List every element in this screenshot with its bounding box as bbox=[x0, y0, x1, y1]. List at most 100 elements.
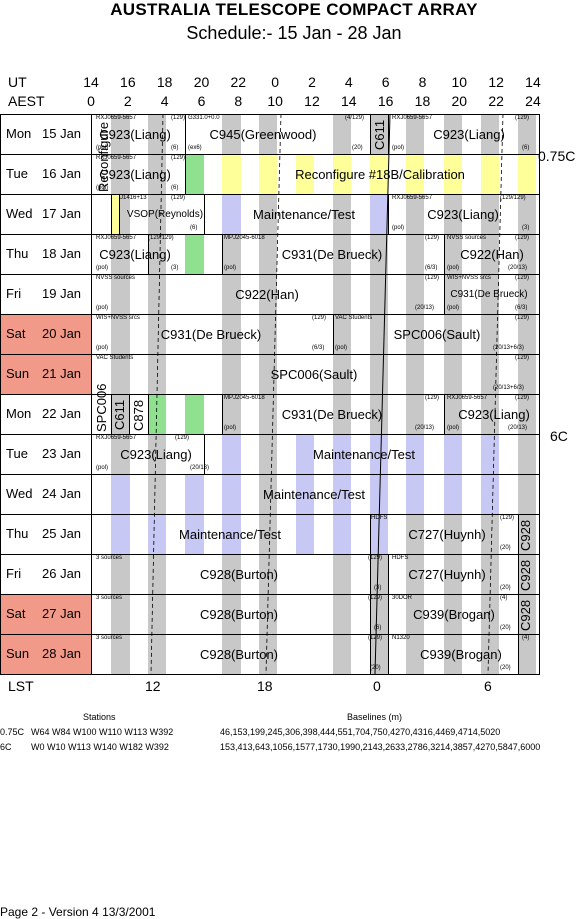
day-label: Tue 16 Jan bbox=[0, 155, 91, 193]
day-label: Mon 15 Jan bbox=[0, 115, 91, 153]
ut-hour: 18 bbox=[156, 74, 173, 90]
schedule-block bbox=[222, 515, 241, 554]
day-label: Fri 26 Jan bbox=[0, 555, 91, 593]
tiny-note: 3 sources bbox=[96, 635, 123, 641]
project-label: C931(De Brueck) bbox=[281, 247, 383, 262]
lst-tick: 6 bbox=[484, 678, 492, 694]
tiny-note: (129) bbox=[171, 195, 186, 201]
day-name: Wed bbox=[6, 486, 33, 501]
schedule-block bbox=[481, 475, 499, 514]
schedule-block bbox=[185, 395, 204, 434]
day-date: 22 Jan bbox=[42, 406, 82, 421]
tiny-note: (20/13+6/3) bbox=[493, 385, 524, 391]
tiny-note: MPJ2045-6018 bbox=[224, 235, 265, 241]
tiny-note: (129) bbox=[425, 275, 440, 281]
tiny-note: RXJ0659-5657 bbox=[447, 395, 488, 401]
project-vertical-label: C611 bbox=[372, 119, 387, 151]
tiny-note: (pol) bbox=[96, 345, 109, 351]
day-name: Sun bbox=[6, 366, 30, 381]
footer-config: 0.75C bbox=[0, 727, 25, 737]
tiny-note: (6) bbox=[171, 185, 179, 191]
weekend-cell bbox=[0, 354, 91, 394]
project-label: C928(Burton) bbox=[199, 607, 279, 622]
day-label: Sat 27 Jan bbox=[0, 595, 91, 633]
project-label: C923(Liang) bbox=[120, 447, 192, 462]
tiny-note: (129/129) bbox=[148, 235, 174, 241]
aest-hour: 24 bbox=[525, 93, 541, 109]
project-label: C931(De Brueck) bbox=[450, 289, 528, 300]
tiny-note: (6) bbox=[522, 145, 530, 151]
tiny-note: (20/13) bbox=[415, 305, 435, 311]
aest-hour: 6 bbox=[197, 93, 206, 109]
schedule-block bbox=[296, 435, 314, 474]
project-label: C923(Liang) bbox=[99, 127, 171, 142]
tiny-note: (129) bbox=[312, 315, 327, 321]
project-label: C928(Burton) bbox=[199, 567, 279, 582]
tiny-note: RXJ0659-5657 bbox=[96, 235, 137, 241]
day-date: 25 Jan bbox=[42, 526, 82, 541]
tiny-note: VAC Students bbox=[335, 315, 373, 321]
tiny-note: (129) bbox=[515, 235, 530, 241]
tiny-note: (4/129) bbox=[345, 115, 365, 121]
tiny-note: (129) bbox=[515, 355, 530, 361]
project-label: Maintenance/Test bbox=[313, 447, 415, 462]
tiny-note: (20/13) bbox=[508, 425, 528, 431]
tiny-note: (20) bbox=[500, 665, 511, 671]
day-label: Thu 18 Jan bbox=[0, 235, 91, 273]
day-date: 17 Jan bbox=[42, 206, 82, 221]
tiny-note: (20) bbox=[500, 585, 511, 591]
schedule-block bbox=[296, 155, 314, 194]
project-label: C922(Han) bbox=[235, 287, 299, 302]
tiny-note: RXJ0659-5657 bbox=[96, 155, 137, 161]
day-date: 21 Jan bbox=[42, 366, 82, 381]
schedule-block bbox=[222, 155, 241, 194]
schedule-block bbox=[259, 155, 277, 194]
ut-hour: 16 bbox=[120, 74, 136, 90]
project-vertical-label: SPC006 bbox=[94, 383, 109, 432]
tiny-note: (4) bbox=[522, 635, 530, 641]
tiny-note: (129) bbox=[515, 395, 530, 401]
schedule-block bbox=[333, 475, 351, 514]
schedule-block bbox=[333, 435, 351, 474]
project-vertical-label: C928 bbox=[518, 519, 533, 551]
day-date: 27 Jan bbox=[42, 606, 82, 621]
tiny-note: (pol) bbox=[224, 265, 237, 271]
tiny-note: (pol) bbox=[96, 145, 109, 151]
tiny-note: (pol) bbox=[96, 265, 109, 271]
schedule-block bbox=[185, 515, 204, 554]
tiny-note: VAC Students bbox=[96, 355, 134, 361]
tiny-note: (pol) bbox=[96, 185, 109, 191]
project-label: C939(Brogan) bbox=[420, 647, 502, 662]
project-label: SPC006(Sault) bbox=[270, 367, 358, 382]
aest-hour: 4 bbox=[160, 93, 169, 109]
aest-hour: 8 bbox=[234, 93, 243, 109]
tiny-note: (6/3) bbox=[312, 345, 325, 351]
aest-hour: 0 bbox=[87, 93, 95, 109]
lst-line bbox=[265, 113, 282, 675]
ut-hour: 14 bbox=[525, 74, 541, 90]
tiny-note: (3) bbox=[522, 225, 530, 231]
tiny-note: (pol) bbox=[224, 425, 237, 431]
schedule-block bbox=[406, 435, 424, 474]
footer-stations: W64 W84 W100 W110 W113 W392 bbox=[31, 727, 174, 737]
aest-hour: 18 bbox=[414, 93, 431, 109]
schedule-block bbox=[370, 435, 388, 474]
day-label: Sat 20 Jan bbox=[0, 315, 91, 353]
project-vertical-label: C611 bbox=[112, 399, 127, 431]
ut-hour: 8 bbox=[418, 74, 427, 90]
schedule-block bbox=[296, 475, 314, 514]
tiny-note: (20) bbox=[500, 545, 511, 551]
schedule-block bbox=[444, 475, 462, 514]
ut-hour: 20 bbox=[193, 74, 210, 90]
lst-tick: 18 bbox=[257, 678, 273, 694]
tiny-note: NVSS sources bbox=[96, 275, 136, 281]
ut-hour: 2 bbox=[308, 74, 316, 90]
tiny-note: 30DOR bbox=[392, 595, 413, 601]
project-label: C923(Liang) bbox=[433, 127, 505, 142]
project-label: C922(Han) bbox=[460, 247, 524, 262]
day-date: 26 Jan bbox=[42, 566, 82, 581]
tiny-note: MPJ2045-6018 bbox=[224, 395, 265, 401]
version-footer: Page 2 - Version 4 13/3/2001 bbox=[0, 905, 156, 919]
day-name: Wed bbox=[6, 206, 33, 221]
day-date: 19 Jan bbox=[42, 286, 82, 301]
